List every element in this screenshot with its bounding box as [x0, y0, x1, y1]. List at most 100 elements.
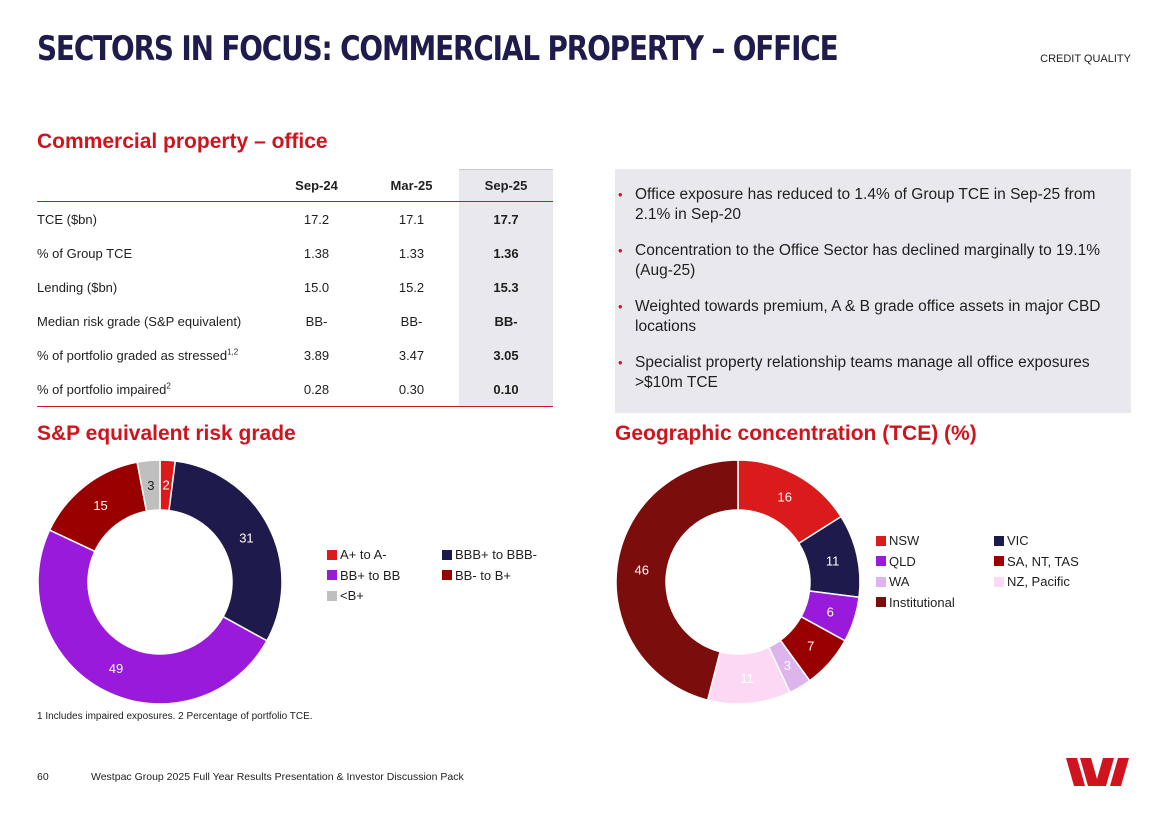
table-cell-highlighted: BB-	[459, 304, 553, 338]
footer-text: Westpac Group 2025 Full Year Results Pre…	[91, 771, 464, 783]
geo-legend-item: SA, NT, TAS	[994, 554, 1079, 569]
bullet-item: • Weighted towards premium, A & B grade o…	[618, 298, 1101, 335]
geo-legend-item: WA	[876, 574, 909, 589]
geo-data-label: 6	[827, 604, 834, 619]
geo-data-label: 11	[740, 671, 754, 686]
table-cell: BB-	[305, 313, 328, 329]
table-cell: 0.30	[364, 372, 459, 407]
geo-legend-item: NZ, Pacific	[994, 574, 1070, 589]
footnote-ref: 2	[166, 381, 171, 391]
geo-legend-swatch	[994, 556, 1004, 566]
geo-legend-label: SA, NT, TAS	[1007, 553, 1079, 569]
risk-grade-legend-swatch	[327, 549, 337, 560]
risk-grade-donut-chart: 2 31 49 15 3	[37, 459, 283, 705]
risk-grade-legend-label: BBB+ to BBB-	[455, 547, 538, 562]
geo-concentration-donut-chart: 16 11 6 7 3 11 46	[615, 459, 861, 705]
risk-grade-slice	[136, 459, 161, 513]
risk-grade-legend-label: BB+ to BB	[340, 567, 401, 583]
bullet-icon: •	[618, 299, 623, 314]
geo-legend-label: QLD	[889, 553, 916, 569]
bullet-item: • Specialist property relationship teams …	[618, 354, 1090, 391]
geo-legend-label: VIC	[1007, 533, 1029, 548]
page-number: 60	[37, 771, 49, 783]
risk-grade-legend-item: A+ to A-	[327, 547, 387, 562]
column-header-highlighted: Sep-25	[459, 169, 553, 202]
column-header: Mar-25	[364, 169, 459, 202]
bullet-icon: •	[618, 243, 623, 258]
column-header: Sep-24	[269, 169, 364, 202]
table-cell-highlighted: 3.05	[459, 338, 553, 372]
geo-legend-label: WA	[889, 574, 910, 589]
geo-data-label: 16	[777, 489, 791, 504]
geo-legend-label: NSW	[889, 533, 920, 548]
table-cell-highlighted: 1.36	[459, 236, 553, 270]
geo-legend-swatch	[876, 556, 886, 566]
table-cell: 3.89	[303, 347, 330, 363]
table-cell-highlighted: 17.7	[459, 201, 553, 236]
metrics-table: Sep-24 Mar-25 Sep-25 TCE ($bn) 17.2 17.1…	[37, 169, 553, 407]
row-label: Median risk grade (S&P equivalent)	[37, 313, 242, 329]
geo-data-label: 3	[784, 658, 791, 673]
risk-grade-data-label: 2	[162, 478, 169, 493]
geo-slice	[615, 459, 739, 702]
row-label: Lending ($bn)	[37, 279, 118, 295]
table-cell-highlighted: 15.3	[459, 270, 553, 304]
risk-grade-slice	[168, 460, 283, 642]
table-cell: 17.2	[303, 211, 330, 227]
row-label: % of portfolio graded as stressed1,2	[37, 347, 239, 363]
row-label: % of portfolio impaired2	[37, 372, 269, 407]
bullet-icon: •	[618, 187, 623, 202]
key-points-box: • Office exposure has reduced to 1.4% of …	[615, 169, 1131, 413]
row-label: TCE ($bn)	[37, 211, 97, 227]
geo-data-label: 11	[826, 553, 840, 568]
risk-grade-legend-label: A+ to A-	[340, 547, 387, 562]
risk-grade-legend-label: <B+	[340, 588, 364, 603]
risk-grade-data-label: 15	[93, 498, 107, 513]
risk-grade-data-label: 49	[109, 661, 123, 676]
table-cell: 17.1	[398, 211, 425, 227]
geo-chart-title: Geographic concentration (TCE) (%)	[615, 422, 977, 445]
table-row: % of Group TCE 1.38 1.33 1.36	[37, 236, 553, 270]
risk-grade-chart-title: S&P equivalent risk grade	[37, 422, 296, 445]
westpac-logo-icon	[1066, 758, 1129, 786]
geo-legend-label: NZ, Pacific	[1007, 574, 1070, 589]
risk-grade-legend-item: BB+ to BB	[327, 568, 400, 583]
geo-legend-swatch	[876, 597, 886, 607]
geo-legend-item: QLD	[876, 554, 916, 569]
risk-grade-slice	[37, 529, 268, 705]
table-cell: 15.2	[398, 279, 425, 295]
risk-grade-legend-swatch	[327, 570, 337, 580]
risk-grade-legend-item: BBB+ to BBB-	[442, 547, 537, 562]
geo-legend-swatch	[876, 535, 886, 546]
row-label: % of Group TCE	[37, 245, 133, 261]
geo-legend-swatch	[994, 576, 1004, 587]
risk-grade-legend-item: <B+	[327, 588, 364, 603]
table-cell: 1.33	[398, 245, 425, 261]
risk-grade-legend-swatch	[442, 570, 452, 580]
table-cell: 15.0	[303, 279, 330, 295]
geo-data-label: 7	[807, 639, 814, 654]
footnote: 1 Includes impaired exposures. 2 Percent…	[37, 711, 313, 722]
table-cell: BB-	[400, 313, 423, 329]
risk-grade-legend-label: BB- to B+	[455, 567, 511, 583]
risk-grade-legend-item: BB- to B+	[442, 568, 511, 583]
footnote-ref: 1,2	[227, 347, 239, 357]
geo-legend-swatch	[994, 535, 1004, 546]
table-row: % of portfolio impaired2 0.28 0.30 0.10	[37, 372, 553, 407]
risk-grade-data-label: 3	[147, 478, 154, 493]
header-spacer	[37, 169, 269, 202]
risk-grade-legend-swatch	[442, 549, 452, 560]
table-header-row: Sep-24 Mar-25 Sep-25	[37, 169, 553, 202]
table-row: % of portfolio graded as stressed1,2 3.8…	[37, 338, 553, 372]
table-cell: 1.38	[303, 245, 330, 261]
table-row: Median risk grade (S&P equivalent) BB- B…	[37, 304, 553, 338]
geo-legend-item: VIC	[994, 533, 1029, 548]
geo-legend-item: Institutional	[876, 595, 955, 610]
bullet-item: • Office exposure has reduced to 1.4% of …	[618, 186, 1096, 223]
geo-legend-swatch	[876, 576, 886, 587]
table-cell: 3.47	[398, 347, 425, 363]
bullet-item: • Concentration to the Office Sector has …	[618, 242, 1100, 279]
table-heading: Commercial property – office	[37, 130, 328, 153]
geo-legend-item: NSW	[876, 533, 919, 548]
table-row: Lending ($bn) 15.0 15.2 15.3	[37, 270, 553, 304]
